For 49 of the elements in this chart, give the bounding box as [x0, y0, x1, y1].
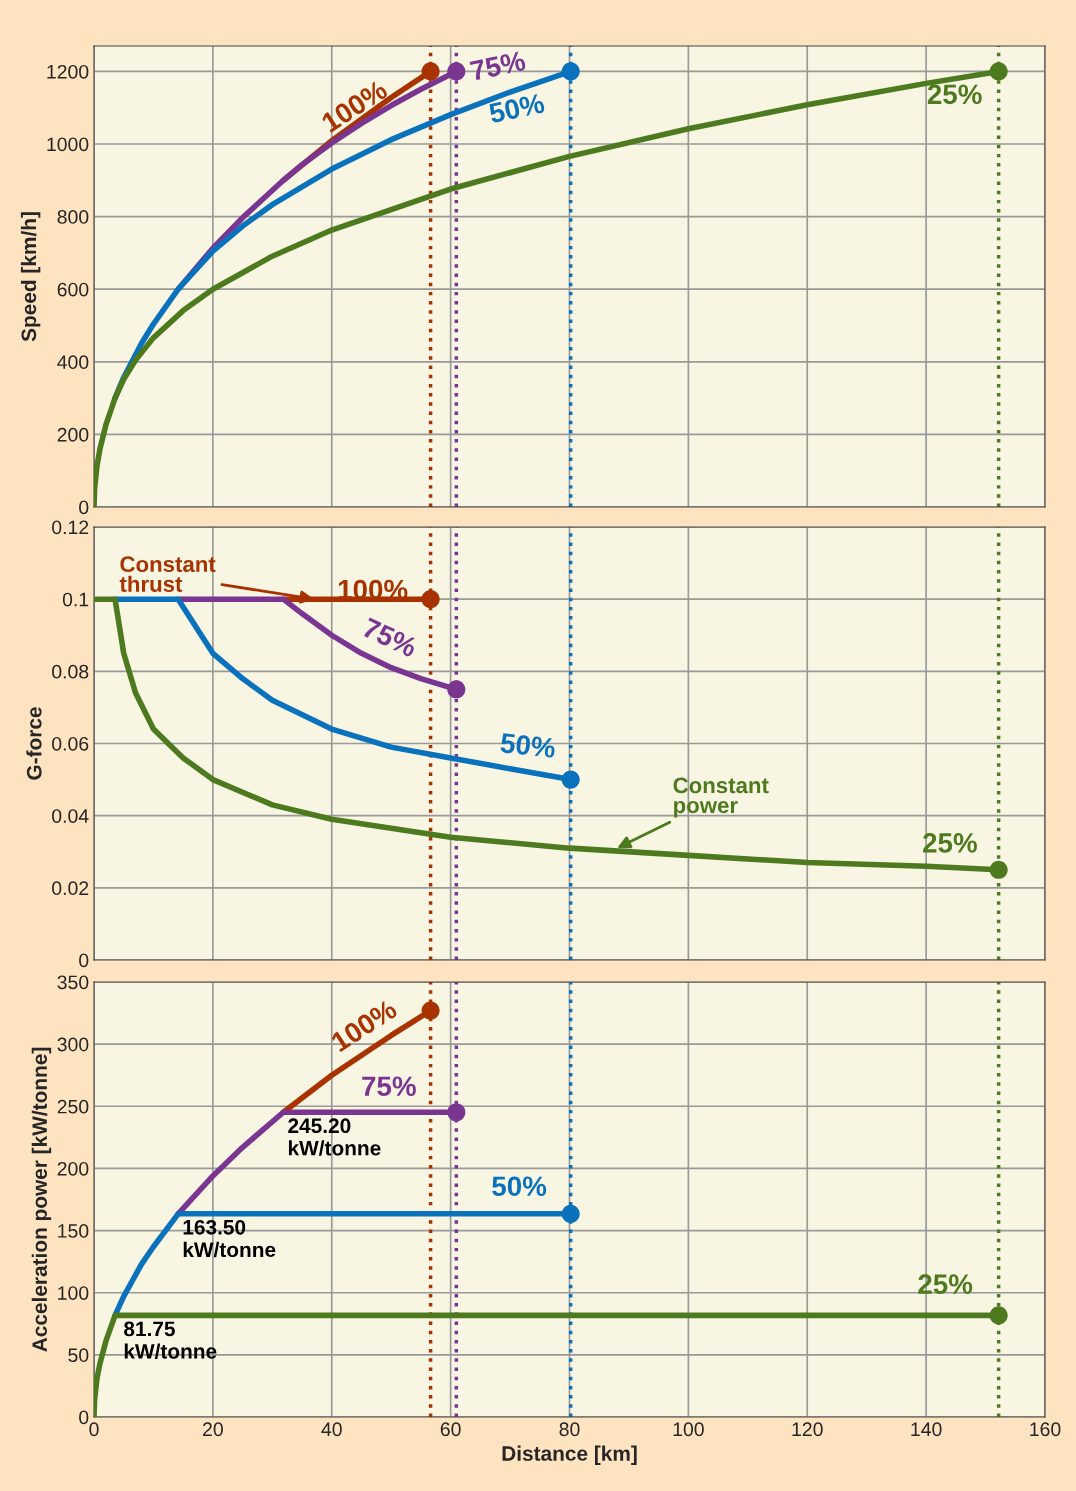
- x-tick-label: 0: [89, 1422, 99, 1437]
- y-tick-label: 0: [79, 1410, 89, 1425]
- y-tick-label: 100: [58, 1286, 89, 1300]
- y-axis-title: Acceleration power [kW/tonne]: [31, 1047, 52, 1352]
- y-tick-label: 0: [79, 953, 89, 968]
- y-tick-label: 350: [57, 975, 89, 990]
- y-tick-label: 150: [58, 1224, 89, 1238]
- x-tick-label: 20: [203, 1422, 223, 1437]
- y-tick-label: 400: [57, 355, 89, 370]
- annotation: 163.50 kW/tonne: [183, 1219, 276, 1258]
- annotation: 81.75 kW/tonne: [124, 1321, 217, 1359]
- y-tick-label: 0.06: [52, 736, 89, 751]
- x-tick-label: 100: [673, 1422, 704, 1437]
- y-axis-title: G-force: [26, 707, 42, 780]
- x-tick-label: 120: [792, 1422, 823, 1437]
- annotation: 25%: [927, 84, 982, 105]
- y-tick-label: 0.08: [52, 664, 89, 679]
- y-tick-label: 0: [79, 500, 89, 515]
- annotation: Constant thrust: [119, 556, 216, 592]
- annotation: Constant power: [673, 777, 769, 818]
- y-tick-label: 300: [57, 1037, 89, 1052]
- annotation: 75%: [362, 1076, 416, 1097]
- y-tick-label: 600: [57, 282, 89, 297]
- y-tick-label: 1200: [47, 64, 89, 79]
- y-tick-label: 50: [68, 1348, 89, 1363]
- y-tick-label: 0.04: [52, 809, 89, 823]
- annotation: 75%: [469, 50, 527, 81]
- annotation: 75%: [361, 617, 419, 658]
- annotation: 50%: [488, 92, 546, 124]
- x-axis-title: Distance [km]: [502, 1445, 637, 1465]
- x-tick-label: 40: [321, 1422, 342, 1437]
- annotation: 50%: [500, 732, 556, 759]
- y-tick-label: 0.02: [52, 881, 89, 896]
- y-axis-title: Speed [km/h]: [20, 212, 41, 342]
- annotation: 245.20 kW/tonne: [288, 1118, 381, 1156]
- annotation: 25%: [923, 833, 977, 853]
- y-tick-label: 200: [57, 427, 89, 442]
- y-tick-label: 1000: [47, 137, 89, 152]
- x-tick-label: 80: [559, 1422, 580, 1437]
- y-tick-label: 250: [57, 1099, 89, 1114]
- x-tick-label: 140: [911, 1422, 942, 1437]
- y-tick-label: 0.12: [52, 520, 89, 535]
- x-tick-label: 60: [440, 1422, 461, 1437]
- y-tick-label: 200: [57, 1161, 89, 1176]
- y-tick-label: 0.1: [62, 592, 89, 607]
- x-tick-label: 160: [1030, 1422, 1061, 1437]
- annotation: 25%: [918, 1274, 973, 1294]
- y-tick-label: 800: [57, 210, 89, 224]
- annotation: 50%: [492, 1176, 547, 1197]
